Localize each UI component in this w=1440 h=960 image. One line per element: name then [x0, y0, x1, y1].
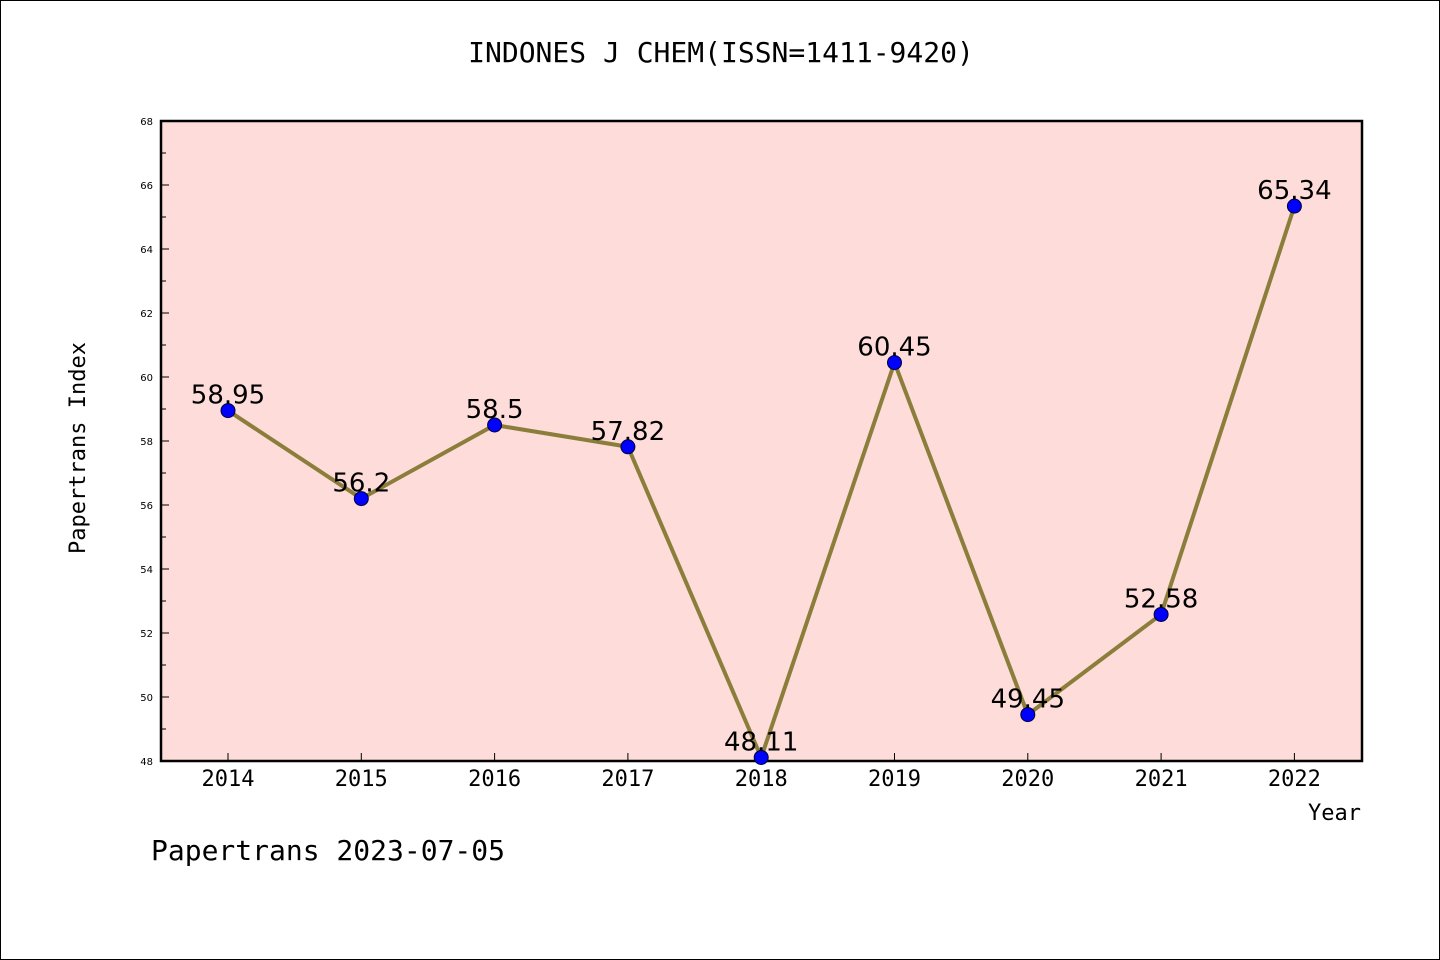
y-tick-label: 50	[140, 693, 153, 704]
x-axis-ticks: 2014 2015 2016 2017 2018 2019 2020 2021 2022	[202, 753, 1321, 792]
x-tick-label: 2022	[1268, 767, 1321, 792]
y-axis-ticks: 48 50 52 54 56 58 60 62 64 66 68	[140, 117, 169, 768]
x-tick-label: 2019	[868, 767, 921, 792]
data-point-marker	[220, 403, 236, 419]
data-points	[220, 198, 1302, 765]
y-tick-label: 56	[140, 501, 153, 512]
y-tick-label: 60	[140, 373, 153, 384]
y-tick-label: 48	[140, 757, 153, 768]
plot-area	[159, 119, 1364, 763]
data-label: 48.11	[724, 727, 798, 757]
data-point-marker	[1153, 606, 1169, 622]
y-tick-label: 58	[140, 437, 153, 448]
data-label: 49.45	[991, 685, 1065, 715]
y-tick-label: 64	[140, 245, 153, 256]
data-label: 57.82	[591, 417, 665, 447]
data-label: 58.5	[466, 395, 524, 425]
x-tick-label: 2021	[1135, 767, 1188, 792]
x-tick-label: 2015	[335, 767, 388, 792]
data-point-marker	[353, 491, 369, 507]
data-labels: 58.95 56.2 58.5 57.82 48.11 60.45 49.45 52.58 65…	[191, 176, 1332, 757]
data-label: 65.34	[1257, 176, 1331, 206]
y-tick-label: 62	[140, 309, 153, 320]
data-label: 52.58	[1124, 584, 1198, 614]
x-tick-label: 2020	[1001, 767, 1054, 792]
x-tick-label: 2018	[735, 767, 788, 792]
x-tick-label: 2017	[601, 767, 654, 792]
footer-text: Papertrans 2023-07-05	[151, 834, 506, 867]
data-label: 56.2	[332, 469, 390, 499]
data-label: 58.95	[191, 381, 265, 411]
y-tick-label: 68	[140, 117, 153, 128]
y-tick-label: 52	[140, 629, 153, 640]
data-point-marker	[1286, 198, 1302, 214]
data-point-marker	[487, 417, 503, 433]
data-label: 60.45	[857, 333, 931, 363]
chart-title: INDONES J CHEM(ISSN=1411-9420)	[468, 36, 974, 69]
x-tick-label: 2014	[202, 767, 255, 792]
data-point-marker	[1020, 707, 1036, 723]
x-tick-label: 2016	[468, 767, 521, 792]
y-tick-label: 66	[140, 181, 153, 192]
y-tick-label: 54	[140, 565, 153, 576]
x-axis-label: Year	[1308, 801, 1361, 826]
data-point-marker	[887, 355, 902, 371]
y-axis-label: Papertrans Index	[66, 342, 91, 554]
data-point-marker	[753, 749, 769, 765]
data-point-marker	[620, 439, 636, 455]
